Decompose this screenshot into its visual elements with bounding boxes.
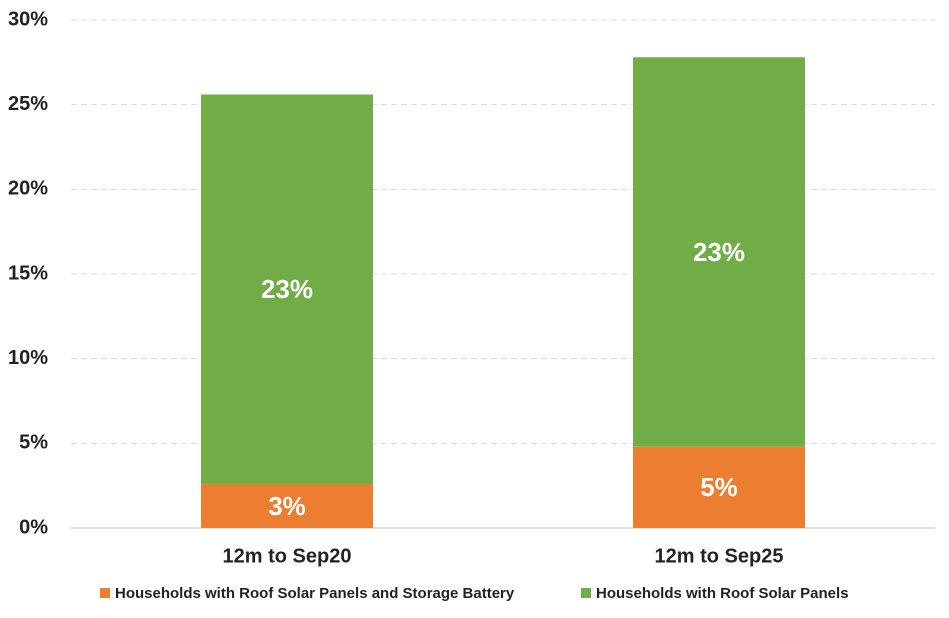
x-tick-label: 12m to Sep20 [223, 545, 352, 567]
bar-segment [201, 94, 373, 484]
y-tick-label: 5% [19, 432, 48, 454]
data-label: 23% [693, 237, 745, 267]
legend-label: Households with Roof Solar Panels and St… [115, 585, 515, 602]
bar-segment [201, 483, 373, 528]
y-tick-label: 0% [19, 516, 48, 538]
y-tick-label: 30% [8, 8, 48, 30]
legend-label: Households with Roof Solar Panels [596, 585, 849, 602]
y-tick-label: 25% [8, 93, 48, 115]
data-label: 5% [700, 472, 738, 502]
y-tick-label: 20% [8, 178, 48, 200]
legend-swatch [581, 588, 591, 598]
y-tick-label: 15% [8, 262, 48, 284]
x-tick-label: 12m to Sep25 [655, 545, 784, 567]
bar-segment [633, 446, 805, 528]
y-tick-label: 10% [8, 347, 48, 369]
data-label: 3% [268, 491, 306, 521]
data-label: 23% [261, 274, 313, 304]
legend-swatch [100, 588, 110, 598]
bar-segment [633, 57, 805, 447]
